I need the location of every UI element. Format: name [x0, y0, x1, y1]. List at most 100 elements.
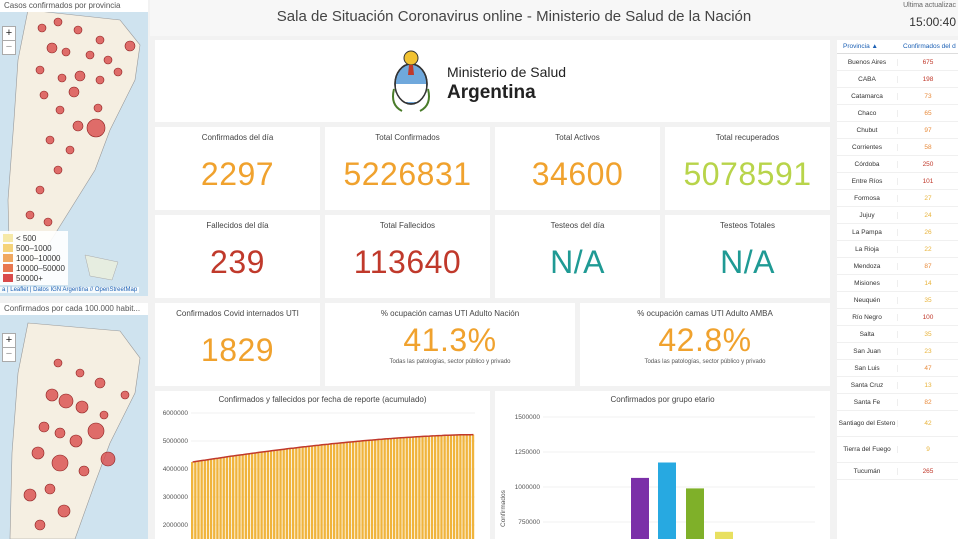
- table-row[interactable]: San Juan 23: [837, 343, 958, 360]
- bar[interactable]: [358, 441, 361, 539]
- bar[interactable]: [374, 439, 377, 539]
- bar[interactable]: [329, 443, 333, 539]
- bar[interactable]: [380, 439, 383, 539]
- bar[interactable]: [326, 444, 330, 539]
- bar[interactable]: [370, 439, 374, 539]
- bar[interactable]: [266, 451, 270, 539]
- table-row[interactable]: Córdoba 250: [837, 156, 958, 173]
- bar[interactable]: [250, 453, 254, 539]
- bar[interactable]: [235, 455, 238, 539]
- map-marker[interactable]: [55, 105, 65, 115]
- bar[interactable]: [288, 448, 292, 539]
- bar[interactable]: [364, 440, 367, 539]
- zoom-in-button[interactable]: +: [2, 26, 16, 41]
- bar[interactable]: [238, 455, 241, 539]
- bar[interactable]: [392, 438, 396, 539]
- bar[interactable]: [468, 434, 472, 539]
- bar[interactable]: [213, 458, 216, 539]
- table-row[interactable]: La Pampa 26: [837, 224, 958, 241]
- bar[interactable]: [298, 447, 301, 539]
- bar[interactable]: [430, 435, 434, 539]
- map-marker[interactable]: [23, 488, 37, 502]
- bar[interactable]: [197, 461, 200, 539]
- bar[interactable]: [225, 456, 229, 539]
- bar[interactable]: [269, 450, 273, 539]
- map-marker[interactable]: [95, 35, 105, 45]
- bar[interactable]: [408, 437, 412, 539]
- table-row[interactable]: Santiago del Estero 42: [837, 411, 958, 437]
- bar[interactable]: [291, 448, 295, 539]
- bar[interactable]: [421, 436, 424, 539]
- bar[interactable]: [276, 449, 279, 539]
- table-row[interactable]: Chubut 97: [837, 122, 958, 139]
- bar[interactable]: [383, 438, 386, 539]
- bar[interactable]: [446, 435, 449, 539]
- bar[interactable]: [228, 456, 232, 539]
- bar[interactable]: [263, 451, 266, 539]
- bar[interactable]: [361, 440, 364, 539]
- map-marker[interactable]: [45, 388, 59, 402]
- map-marker[interactable]: [75, 400, 89, 414]
- table-row[interactable]: Formosa 27: [837, 190, 958, 207]
- bar[interactable]: [440, 435, 443, 539]
- bar[interactable]: [355, 441, 358, 539]
- map-marker[interactable]: [57, 504, 71, 518]
- bar[interactable]: [273, 450, 276, 539]
- map-marker[interactable]: [45, 135, 55, 145]
- bar[interactable]: [389, 438, 393, 539]
- map-marker[interactable]: [75, 368, 85, 378]
- bar[interactable]: [339, 442, 342, 539]
- bar[interactable]: [244, 454, 247, 539]
- bar[interactable]: [307, 446, 311, 539]
- bar[interactable]: [295, 447, 298, 539]
- table-row[interactable]: Mendoza 87: [837, 258, 958, 275]
- table-row[interactable]: Santa Fe 82: [837, 394, 958, 411]
- map-marker[interactable]: [95, 75, 105, 85]
- bar[interactable]: [247, 453, 251, 539]
- map-marker[interactable]: [85, 50, 95, 60]
- map-marker[interactable]: [86, 118, 106, 138]
- map-marker[interactable]: [68, 86, 80, 98]
- map-marker[interactable]: [58, 393, 74, 409]
- column-header-provincia[interactable]: Provincia ▲: [843, 43, 878, 50]
- bar[interactable]: [437, 435, 440, 539]
- map-marker[interactable]: [93, 103, 103, 113]
- bar[interactable]: [348, 441, 352, 539]
- map-marker[interactable]: [69, 434, 83, 448]
- bar[interactable]: [396, 438, 399, 539]
- map-marker[interactable]: [74, 70, 86, 82]
- bar[interactable]: [424, 436, 427, 539]
- column-header-confirmados[interactable]: Confirmados del d: [903, 43, 956, 50]
- bar[interactable]: [658, 462, 676, 539]
- bar[interactable]: [399, 437, 402, 539]
- bar[interactable]: [333, 443, 336, 539]
- map-marker[interactable]: [31, 446, 45, 460]
- bar[interactable]: [317, 445, 320, 539]
- map-marker[interactable]: [87, 422, 105, 440]
- bar[interactable]: [279, 449, 282, 539]
- provincias-table[interactable]: Provincia ▲ Confirmados del d Buenos Air…: [837, 40, 958, 539]
- chart-acumulado[interactable]: 6000000 5000000 4000000 3000000 2000000: [155, 407, 490, 539]
- bar[interactable]: [415, 436, 418, 539]
- bar[interactable]: [456, 434, 459, 539]
- table-row[interactable]: Misiones 14: [837, 275, 958, 292]
- table-row[interactable]: Salta 35: [837, 326, 958, 343]
- bar[interactable]: [301, 446, 304, 539]
- table-row[interactable]: Santa Cruz 13: [837, 377, 958, 394]
- bar[interactable]: [209, 459, 213, 539]
- bar[interactable]: [351, 441, 355, 539]
- table-row[interactable]: CABA 198: [837, 71, 958, 88]
- table-row[interactable]: Buenos Aires 675: [837, 54, 958, 71]
- map-marker[interactable]: [53, 358, 63, 368]
- map-marker[interactable]: [53, 165, 63, 175]
- bar[interactable]: [418, 436, 421, 539]
- map-marker[interactable]: [100, 451, 116, 467]
- bar[interactable]: [377, 439, 380, 539]
- map-marker[interactable]: [113, 67, 123, 77]
- bar[interactable]: [320, 444, 323, 539]
- map-marker[interactable]: [94, 377, 106, 389]
- map-marker[interactable]: [54, 427, 66, 439]
- table-row[interactable]: Neuquén 35: [837, 292, 958, 309]
- map-marker[interactable]: [35, 65, 45, 75]
- bar[interactable]: [402, 437, 405, 539]
